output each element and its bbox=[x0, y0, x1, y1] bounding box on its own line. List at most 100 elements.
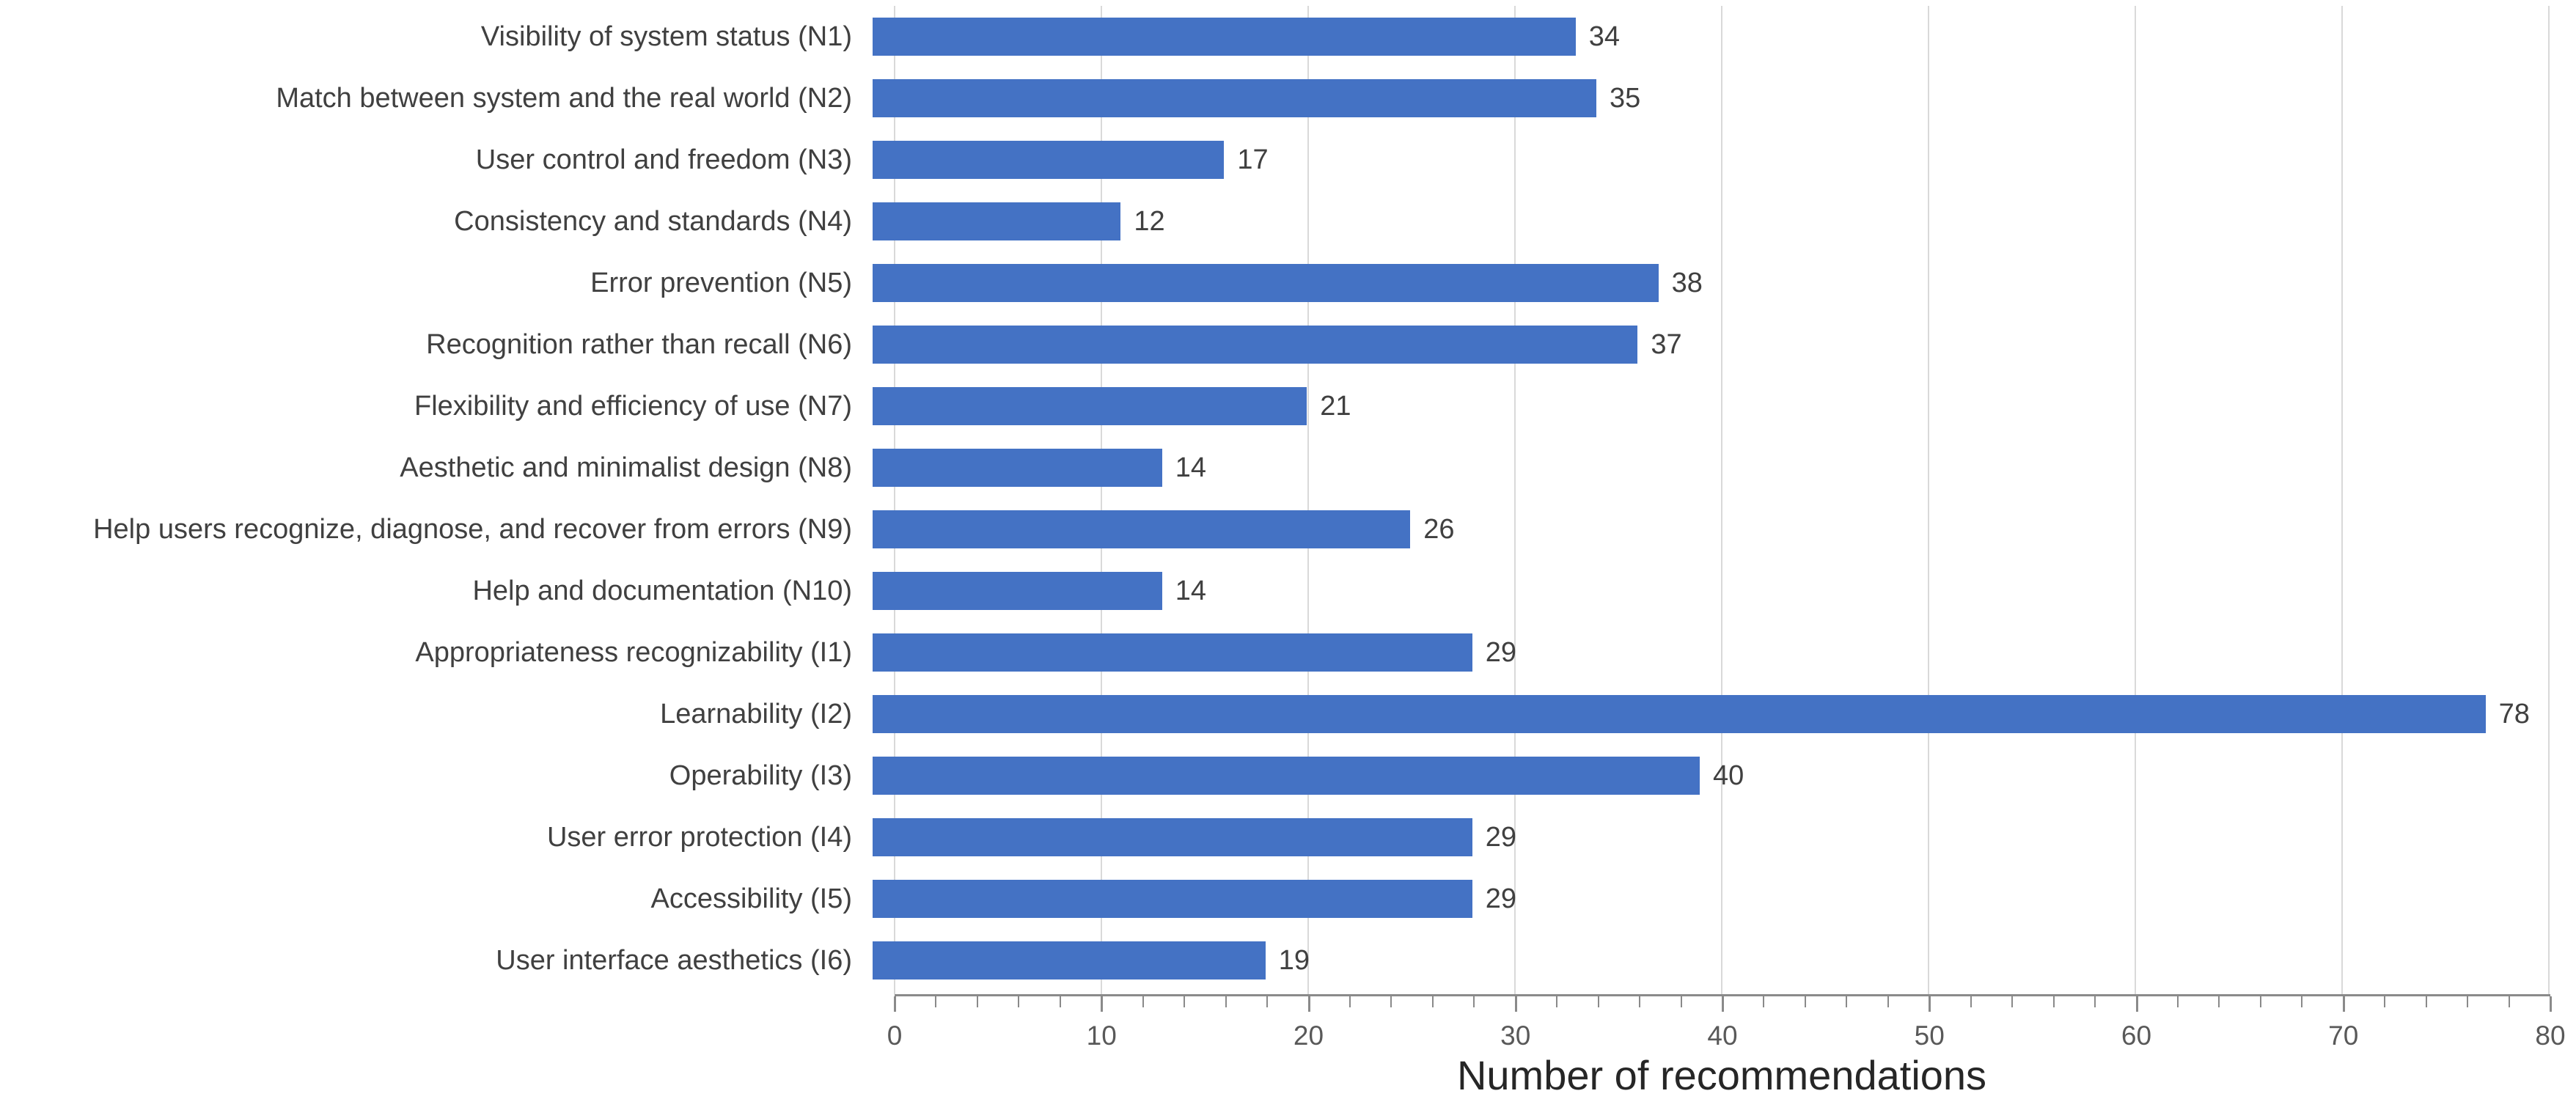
minor-tick bbox=[2094, 996, 2096, 1007]
minor-tick bbox=[1225, 996, 1227, 1007]
minor-tick bbox=[2467, 996, 2469, 1007]
tick-label: 60 bbox=[2121, 1021, 2152, 1051]
gridline bbox=[2135, 6, 2136, 994]
category-label: Consistency and standards (N4) bbox=[454, 205, 852, 237]
tick-label: 0 bbox=[887, 1021, 903, 1051]
gridline bbox=[1514, 6, 1516, 994]
major-tick bbox=[894, 996, 896, 1012]
value-label: 38 bbox=[1671, 267, 1703, 298]
minor-tick bbox=[2384, 996, 2386, 1007]
value-label: 29 bbox=[1485, 821, 1517, 853]
minor-tick bbox=[2508, 996, 2510, 1007]
bar-track: 21 bbox=[873, 375, 2527, 437]
minor-tick bbox=[1639, 996, 1641, 1007]
category-label: Flexibility and efficiency of use (N7) bbox=[414, 390, 852, 422]
minor-tick bbox=[1266, 996, 1269, 1007]
minor-tick bbox=[2301, 996, 2303, 1007]
major-tick bbox=[1722, 996, 1724, 1012]
category-label: User error protection (I4) bbox=[546, 821, 852, 853]
bar-row: Flexibility and efficiency of use (N7) 21 bbox=[0, 375, 2576, 437]
minor-tick bbox=[1763, 996, 1765, 1007]
bar-row: Operability (I3) 40 bbox=[0, 745, 2576, 806]
major-tick bbox=[2135, 996, 2138, 1012]
minor-tick bbox=[1597, 996, 1599, 1007]
bar-row: Help users recognize, diagnose, and reco… bbox=[0, 499, 2576, 560]
bar-row: Error prevention (N5) 38 bbox=[0, 252, 2576, 314]
minor-tick bbox=[2218, 996, 2220, 1007]
category-label: Match between system and the real world … bbox=[276, 82, 852, 114]
major-tick bbox=[1514, 996, 1517, 1012]
gridlines-layer bbox=[894, 6, 2550, 994]
minor-tick bbox=[1887, 996, 1889, 1007]
category-label: Help users recognize, diagnose, and reco… bbox=[93, 513, 852, 545]
value-label: 40 bbox=[1713, 760, 1744, 791]
minor-tick bbox=[2011, 996, 2014, 1007]
bar-track: 37 bbox=[873, 314, 2527, 375]
gridline bbox=[1101, 6, 1102, 994]
value-label: 19 bbox=[1278, 944, 1310, 976]
minor-tick bbox=[1018, 996, 1020, 1007]
bar bbox=[873, 880, 1472, 918]
minor-tick bbox=[1059, 996, 1061, 1007]
minor-tick bbox=[1680, 996, 1682, 1007]
bar-track: 14 bbox=[873, 560, 2527, 622]
minor-tick bbox=[1804, 996, 1806, 1007]
minor-tick bbox=[2259, 996, 2261, 1007]
bar-track: 29 bbox=[873, 868, 2527, 930]
bar bbox=[873, 818, 1472, 856]
tick-label: 30 bbox=[1500, 1021, 1531, 1051]
bar-row: Help and documentation (N10) 14 bbox=[0, 560, 2576, 622]
value-label: 29 bbox=[1485, 636, 1517, 668]
minor-tick bbox=[2425, 996, 2427, 1007]
x-axis bbox=[894, 994, 2552, 1012]
tick-label: 50 bbox=[1914, 1021, 1945, 1051]
value-label: 37 bbox=[1651, 328, 1682, 360]
minor-tick bbox=[1970, 996, 1972, 1007]
bar-track: 40 bbox=[873, 745, 2527, 806]
value-label: 26 bbox=[1423, 513, 1455, 545]
bar-row: Match between system and the real world … bbox=[0, 67, 2576, 129]
gridline bbox=[1928, 6, 1929, 994]
gridline bbox=[2341, 6, 2343, 994]
bar-track: 19 bbox=[873, 930, 2527, 991]
value-label: 17 bbox=[1237, 144, 1269, 175]
value-label: 21 bbox=[1320, 390, 1351, 422]
bar-track: 35 bbox=[873, 67, 2527, 129]
gridline bbox=[2548, 6, 2550, 994]
minor-tick bbox=[976, 996, 978, 1007]
category-label: Error prevention (N5) bbox=[590, 267, 852, 298]
bar-track: 38 bbox=[873, 252, 2527, 314]
bar-row: User interface aesthetics (I6) 19 bbox=[0, 930, 2576, 991]
category-label: Accessibility (I5) bbox=[650, 883, 853, 914]
bar bbox=[873, 572, 1162, 610]
category-label: User control and freedom (N3) bbox=[475, 144, 852, 175]
bar-track: 17 bbox=[873, 129, 2527, 191]
bar bbox=[873, 202, 1121, 240]
bar-row: Appropriateness recognizability (I1) 29 bbox=[0, 622, 2576, 683]
tick-label: 70 bbox=[2328, 1021, 2359, 1051]
bar bbox=[873, 79, 1596, 117]
bar-rows: Visibility of system status (N1) 34 Match … bbox=[0, 6, 2576, 991]
bar-track: 14 bbox=[873, 437, 2527, 499]
gridline bbox=[894, 6, 895, 994]
category-label: Help and documentation (N10) bbox=[472, 575, 852, 606]
tick-label: 20 bbox=[1293, 1021, 1324, 1051]
minor-tick bbox=[2176, 996, 2179, 1007]
category-label: Aesthetic and minimalist design (N8) bbox=[400, 452, 852, 483]
bar bbox=[873, 449, 1162, 487]
x-axis-tick-labels: 0 10 20 30 40 50 60 70 80 bbox=[887, 1021, 2566, 1053]
major-tick bbox=[1929, 996, 1931, 1012]
major-tick bbox=[1101, 996, 1104, 1012]
minor-tick bbox=[1846, 996, 1848, 1007]
gridline bbox=[1307, 6, 1309, 994]
minor-tick bbox=[1390, 996, 1392, 1007]
minor-tick bbox=[935, 996, 937, 1007]
value-label: 29 bbox=[1485, 883, 1517, 914]
bar bbox=[873, 326, 1638, 364]
major-tick bbox=[2550, 996, 2552, 1012]
x-axis-title: Number of recommendations bbox=[1456, 1052, 1987, 1098]
bar-row: Visibility of system status (N1) 34 bbox=[0, 6, 2576, 67]
bar-track: 29 bbox=[873, 622, 2527, 683]
bar-row: Consistency and standards (N4) 12 bbox=[0, 191, 2576, 252]
bar bbox=[873, 510, 1411, 548]
